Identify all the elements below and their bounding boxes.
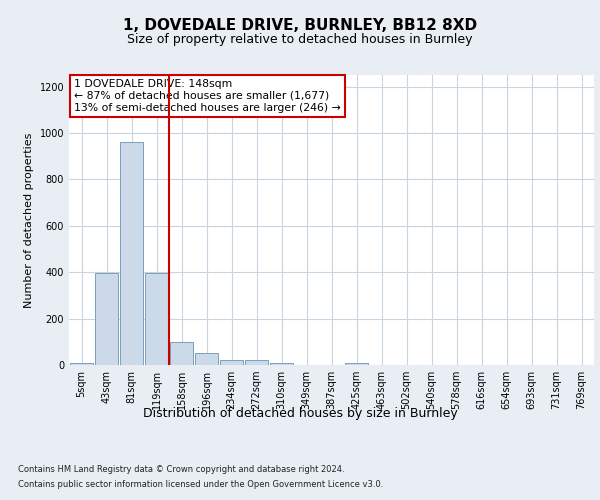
Bar [170, 342, 193, 365]
Bar [145, 274, 168, 365]
Bar [195, 354, 218, 365]
Text: Contains HM Land Registry data © Crown copyright and database right 2024.: Contains HM Land Registry data © Crown c… [18, 465, 344, 474]
Bar [245, 360, 268, 365]
Bar [70, 362, 93, 365]
Bar [220, 360, 243, 365]
Text: Size of property relative to detached houses in Burnley: Size of property relative to detached ho… [127, 32, 473, 46]
Text: 1, DOVEDALE DRIVE, BURNLEY, BB12 8XD: 1, DOVEDALE DRIVE, BURNLEY, BB12 8XD [123, 18, 477, 32]
Bar [120, 142, 143, 365]
Bar [270, 362, 293, 365]
Bar [345, 362, 368, 365]
Text: Contains public sector information licensed under the Open Government Licence v3: Contains public sector information licen… [18, 480, 383, 489]
Text: Distribution of detached houses by size in Burnley: Distribution of detached houses by size … [143, 408, 457, 420]
Y-axis label: Number of detached properties: Number of detached properties [24, 132, 34, 308]
Bar [95, 274, 118, 365]
Text: 1 DOVEDALE DRIVE: 148sqm
← 87% of detached houses are smaller (1,677)
13% of sem: 1 DOVEDALE DRIVE: 148sqm ← 87% of detach… [74, 80, 341, 112]
